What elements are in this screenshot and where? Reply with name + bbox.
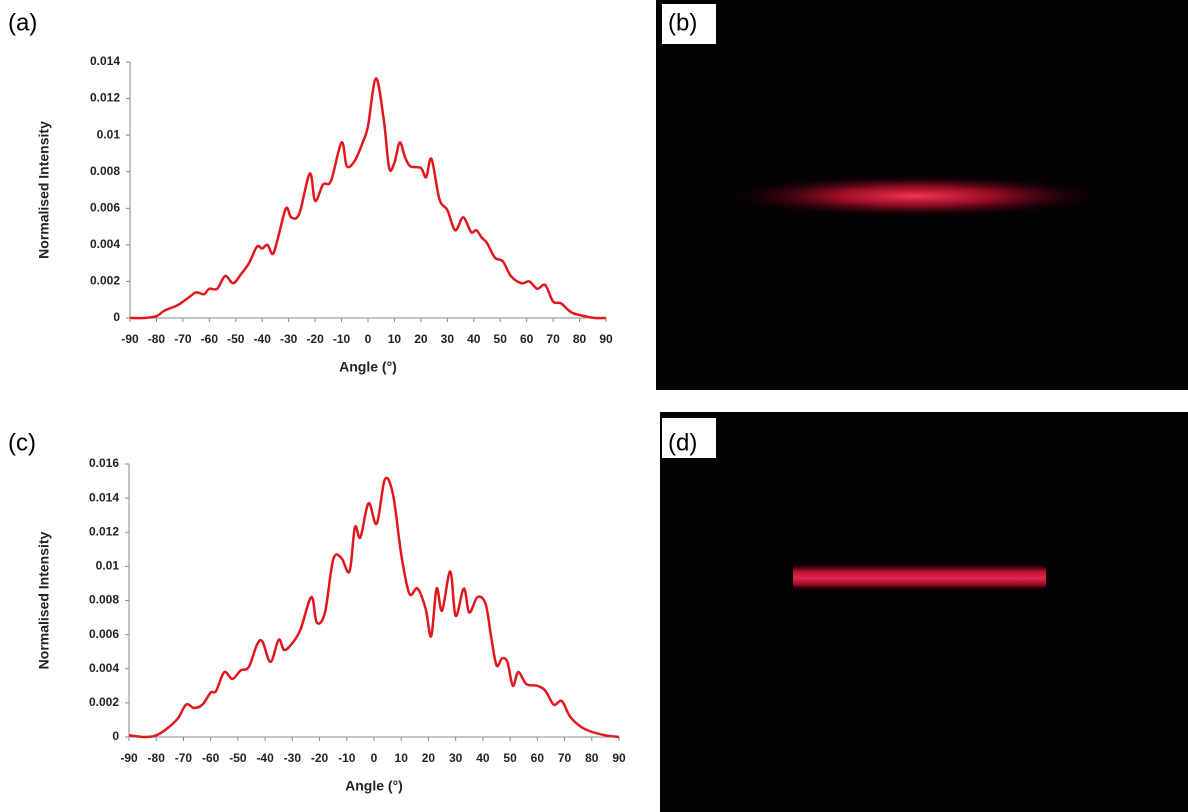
x-tick-label: 50 bbox=[503, 751, 517, 765]
x-tick-label: 20 bbox=[422, 751, 436, 765]
x-tick-label: 30 bbox=[449, 751, 463, 765]
x-tick-label: -80 bbox=[148, 332, 166, 346]
x-tick-label: -10 bbox=[338, 751, 356, 765]
x-tick-label: -60 bbox=[202, 751, 220, 765]
beam-spot-b bbox=[735, 176, 1095, 216]
y-tick-label: 0 bbox=[112, 729, 119, 743]
x-tick-label: -10 bbox=[333, 332, 351, 346]
x-tick-label: -40 bbox=[254, 332, 272, 346]
x-tick-label: 30 bbox=[441, 332, 455, 346]
y-tick-label: 0.016 bbox=[89, 456, 119, 470]
y-tick-label: 0.002 bbox=[90, 274, 120, 288]
x-tick-label: -60 bbox=[201, 332, 219, 346]
y-tick-label: 0.012 bbox=[89, 524, 119, 538]
line bbox=[128, 476, 620, 739]
y-tick-label: 0 bbox=[113, 310, 120, 324]
x-tick-label: -90 bbox=[121, 332, 139, 346]
x-axis-title: Angle (°) bbox=[339, 359, 397, 375]
line bbox=[129, 77, 607, 320]
x-tick-label: -90 bbox=[120, 751, 138, 765]
x-tick-label: -80 bbox=[148, 751, 166, 765]
panel-label: (d) bbox=[668, 429, 697, 456]
label-bg-d bbox=[662, 418, 716, 458]
y-tick-label: 0.012 bbox=[90, 91, 120, 105]
x-axis-title: Angle (°) bbox=[345, 778, 403, 794]
x-tick-label: -20 bbox=[306, 332, 324, 346]
x-tick-label: 40 bbox=[476, 751, 490, 765]
panel-label: (c) bbox=[8, 429, 36, 456]
y-axis-title: Normalised Intensity bbox=[36, 121, 52, 259]
x-tick-label: 90 bbox=[612, 751, 626, 765]
y-tick-label: 0.004 bbox=[90, 237, 120, 251]
panel-label: (b) bbox=[668, 9, 697, 36]
y-tick-label: 0.006 bbox=[90, 200, 120, 214]
y-tick-label: 0.014 bbox=[90, 54, 120, 68]
y-axis-title: Normalised Intensity bbox=[36, 531, 52, 669]
photo-d bbox=[660, 412, 1188, 812]
x-tick-label: 10 bbox=[395, 751, 409, 765]
y-tick-label: 0.008 bbox=[90, 164, 120, 178]
y-tick-label: 0.008 bbox=[89, 593, 119, 607]
label-bg-b bbox=[662, 4, 716, 44]
x-tick-label: 60 bbox=[520, 332, 534, 346]
panel-label: (a) bbox=[8, 9, 37, 36]
x-tick-label: -40 bbox=[256, 751, 274, 765]
x-tick-label: 90 bbox=[599, 332, 613, 346]
y-tick-label: 0.002 bbox=[89, 695, 119, 709]
x-tick-label: 70 bbox=[558, 751, 572, 765]
x-tick-label: 80 bbox=[585, 751, 599, 765]
x-tick-label: 10 bbox=[388, 332, 402, 346]
x-tick-label: -50 bbox=[229, 751, 247, 765]
y-tick-label: 0.01 bbox=[97, 127, 121, 141]
x-tick-label: 0 bbox=[371, 751, 378, 765]
x-tick-label: -70 bbox=[174, 332, 192, 346]
x-tick-label: -30 bbox=[280, 332, 298, 346]
y-tick-label: 0.014 bbox=[89, 490, 119, 504]
x-tick-label: -30 bbox=[284, 751, 302, 765]
y-tick-label: 0.006 bbox=[89, 627, 119, 641]
x-tick-label: 80 bbox=[573, 332, 587, 346]
y-tick-label: 0.004 bbox=[89, 661, 119, 675]
x-tick-label: -20 bbox=[311, 751, 329, 765]
x-tick-label: 70 bbox=[546, 332, 560, 346]
beam-spot-d bbox=[793, 564, 1046, 590]
x-tick-label: 20 bbox=[414, 332, 428, 346]
x-tick-label: -70 bbox=[175, 751, 193, 765]
y-tick-label: 0.01 bbox=[96, 559, 120, 573]
x-tick-label: 40 bbox=[467, 332, 481, 346]
x-tick-label: 60 bbox=[531, 751, 545, 765]
x-tick-label: 50 bbox=[494, 332, 508, 346]
x-tick-label: 0 bbox=[365, 332, 372, 346]
x-tick-label: -50 bbox=[227, 332, 245, 346]
